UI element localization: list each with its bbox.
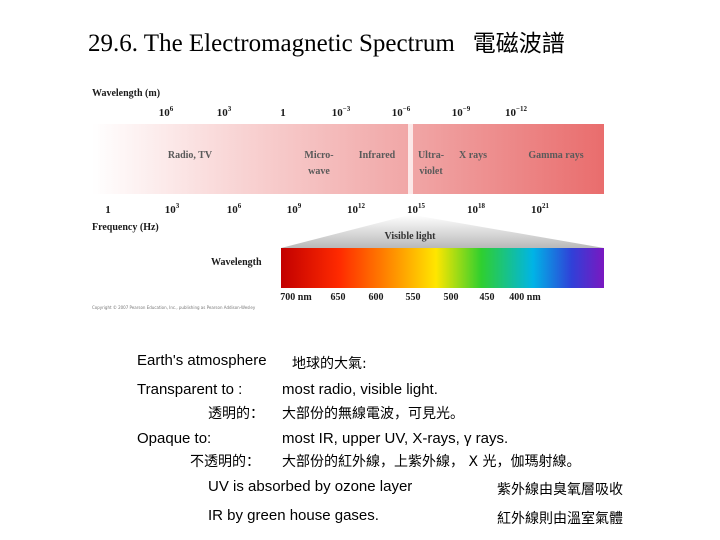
- band-radio-tv: Radio, TV: [168, 150, 213, 161]
- visible-light-cone: [281, 215, 604, 248]
- wavelength-tick: 1: [280, 107, 286, 119]
- slide-title: 29.6. The Electromagnetic Spectrum 電磁波譜: [88, 24, 565, 58]
- visible-wavelength-tick: 400 nm: [509, 292, 541, 303]
- visible-wavelength-tick: 650: [331, 292, 346, 303]
- band-microwave-line1: Micro-: [304, 150, 333, 161]
- frequency-tick: 1: [105, 204, 111, 216]
- frequency-tick: 1021: [531, 202, 550, 216]
- transparent-label: Transparent to :: [137, 381, 243, 398]
- opaque-chinese-value: 大部份的紅外線，上紫外線， X 光，伽瑪射線。: [282, 454, 581, 470]
- ir-absorption-note: IR by green house gases.: [208, 507, 379, 524]
- wavelength-tick: 10−3: [332, 105, 351, 119]
- opaque-chinese-label: 不透明的：: [190, 454, 260, 470]
- title-english: 29.6. The Electromagnetic Spectrum: [88, 30, 455, 57]
- frequency-header: Frequency (Hz): [92, 222, 159, 233]
- uv-absorption-note: UV is absorbed by ozone layer: [208, 478, 413, 495]
- visible-wavelength-label: Wavelength: [211, 257, 262, 268]
- wavelength-header: Wavelength (m): [92, 88, 160, 99]
- band-ultraviolet-line1: Ultra-: [418, 150, 444, 161]
- frequency-tick: 106: [227, 202, 242, 216]
- visible-wavelength-tick: 500: [444, 292, 459, 303]
- band-x-rays: X rays: [459, 150, 487, 161]
- frequency-tick: 109: [287, 202, 302, 216]
- band-microwave-line2: wave: [308, 166, 330, 177]
- wavelength-tick: 103: [217, 105, 232, 119]
- uv-absorption-chinese: 紫外線由臭氧層吸收: [497, 482, 623, 498]
- band-gamma-rays: Gamma rays: [528, 150, 583, 161]
- wavelength-tick: 10−12: [505, 105, 527, 119]
- visible-wavelength-tick: 550: [406, 292, 421, 303]
- frequency-tick: 1012: [347, 202, 366, 216]
- opaque-value: most IR, upper UV, X-rays, γ rays.: [282, 430, 509, 447]
- visible-region-marker: [408, 124, 413, 194]
- transparent-chinese-label: 透明的：: [208, 406, 264, 422]
- wavelength-tick: 106: [159, 105, 174, 119]
- visible-wavelength-tick: 600: [369, 292, 384, 303]
- copyright-notice: Copyright © 2007 Pearson Education, Inc.…: [92, 305, 256, 310]
- atmosphere-chinese: 地球的大氣:: [292, 356, 367, 372]
- visible-wavelength-tick: 700 nm: [280, 292, 312, 303]
- frequency-tick: 1018: [467, 202, 486, 216]
- frequency-tick: 103: [165, 202, 180, 216]
- band-ultraviolet-line2: violet: [419, 166, 443, 177]
- frequency-tick: 1015: [407, 202, 426, 216]
- visible-light-label: Visible light: [384, 231, 436, 242]
- wavelength-tick: 10−6: [392, 105, 411, 119]
- wavelength-tick: 10−9: [452, 105, 471, 119]
- title-chinese: 電磁波譜: [472, 31, 565, 57]
- wavelength-tick-labels: 106 103 1 10−3 10−6 10−9 10−12: [159, 105, 528, 119]
- em-spectrum-figure: Wavelength (m) 106 103 1 10−3 10−6 10−9 10−12 …: [92, 88, 604, 310]
- transparent-value: most radio, visible light.: [282, 381, 438, 398]
- atmosphere-label: Earth's atmosphere: [137, 352, 267, 369]
- ir-absorption-chinese: 紅外線則由溫室氣體: [497, 511, 623, 527]
- opaque-label: Opaque to:: [137, 430, 212, 447]
- visible-light-band: [281, 248, 604, 288]
- band-infrared: Infrared: [359, 150, 396, 161]
- spectrum-band: [92, 124, 604, 194]
- frequency-tick-labels: 1 103 106 109 1012 1015 1018 1021: [105, 202, 549, 216]
- visible-wavelength-tick: 450: [480, 292, 495, 303]
- transparent-chinese-value: 大部份的無線電波，可見光。: [282, 406, 464, 422]
- visible-tick-labels: 700 nm 650 600 550 500 450 400 nm: [280, 292, 541, 303]
